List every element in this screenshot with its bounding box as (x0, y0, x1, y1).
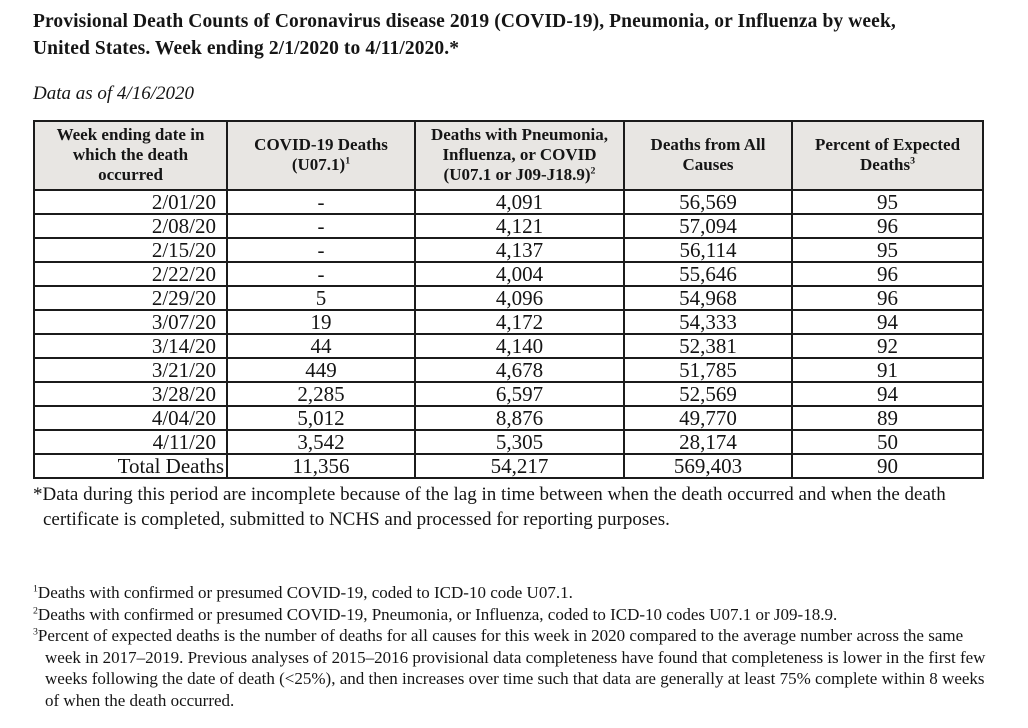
table-row: 2/29/20 5 4,096 54,968 96 (33, 285, 984, 311)
cell-week: 3/14/20 (33, 333, 228, 359)
cell-all_causes_deaths: 51,785 (623, 357, 793, 383)
cell-week: Total Deaths (33, 453, 228, 479)
cell-pneumonia_influenza_covid_deaths: 4,678 (414, 357, 625, 383)
cell-percent_expected_deaths: 95 (791, 189, 984, 215)
data-as-of-line: Data as of 4/16/2020 (33, 83, 194, 104)
footnote-1: 1Deaths with confirmed or presumed COVID… (33, 583, 573, 602)
table-row: 2/15/20-4,137 56,114 95 (33, 237, 984, 263)
table-footnote-star: *Data during this period are incomplete … (33, 482, 991, 532)
cell-all_causes_deaths: 56,114 (623, 237, 793, 263)
cell-all_causes_deaths: 54,968 (623, 285, 793, 311)
cell-percent_expected_deaths: 91 (791, 357, 984, 383)
footnote-marker: 2 (590, 165, 596, 177)
cell-week: 3/28/20 (33, 381, 228, 407)
column-header-all_causes_deaths: Deaths from All Causes (623, 120, 793, 191)
footnote-star-marker: * (33, 484, 43, 505)
cell-all_causes_deaths: 52,381 (623, 333, 793, 359)
cell-week: 2/01/20 (33, 189, 228, 215)
cell-week: 4/04/20 (33, 405, 228, 431)
table-row: 3/21/20 449 4,678 51,785 91 (33, 357, 984, 383)
footnote-marker: 2 (33, 604, 38, 616)
table-row: 3/28/20 2,285 6,597 52,569 94 (33, 381, 984, 407)
cell-pneumonia_influenza_covid_deaths: 54,217 (414, 453, 625, 479)
footnote-2: 2Deaths with confirmed or presumed COVID… (33, 604, 838, 624)
cell-percent_expected_deaths: 95 (791, 237, 984, 263)
cell-week: 2/29/20 (33, 285, 228, 311)
cell-pneumonia_influenza_covid_deaths: 6,597 (414, 381, 625, 407)
cell-covid_deaths: 2,285 (226, 381, 416, 407)
cell-pneumonia_influenza_covid_deaths: 4,121 (414, 213, 625, 239)
cell-percent_expected_deaths: 96 (791, 261, 984, 287)
table-row: 2/01/20-4,091 56,569 95 (33, 189, 984, 215)
cell-pneumonia_influenza_covid_deaths: 4,091 (414, 189, 625, 215)
table-header-row: Week ending date in which the death occurr… (33, 120, 984, 191)
table-row: 4/04/20 5,012 8,876 49,770 89 (33, 405, 984, 431)
cell-week: 4/11/20 (33, 429, 228, 455)
cell-pneumonia_influenza_covid_deaths: 4,004 (414, 261, 625, 287)
column-header-percent_expected_deaths: Percent of Expected Deaths3 (791, 120, 984, 191)
cell-week: 2/08/20 (33, 213, 228, 239)
cell-covid_deaths: 3,542 (226, 429, 416, 455)
table-row: 3/14/20 44 4,140 52,381 92 (33, 333, 984, 359)
cell-covid_deaths: - (226, 237, 416, 263)
cell-all_causes_deaths: 57,094 (623, 213, 793, 239)
table-row: 3/07/20 19 4,172 54,333 94 (33, 309, 984, 335)
cell-covid_deaths: 44 (226, 333, 416, 359)
cell-pneumonia_influenza_covid_deaths: 4,096 (414, 285, 625, 311)
cell-week: 3/21/20 (33, 357, 228, 383)
table-row: 2/22/20-4,004 55,646 96 (33, 261, 984, 287)
footnote-star-text: Data during this period are incomplete b… (42, 484, 946, 530)
cell-covid_deaths: 449 (226, 357, 416, 383)
cell-all_causes_deaths: 54,333 (623, 309, 793, 335)
page-title: Provisional Death Counts of Coronavirus … (33, 8, 998, 62)
cell-percent_expected_deaths: 96 (791, 285, 984, 311)
cell-covid_deaths: 11,356 (226, 453, 416, 479)
cell-week: 2/15/20 (33, 237, 228, 263)
cell-week: 3/07/20 (33, 309, 228, 335)
footnote-marker: 3 (33, 626, 38, 638)
death-counts-table: Week ending date in which the death occurr… (33, 120, 984, 479)
cell-covid_deaths: 5 (226, 285, 416, 311)
table-row: 4/11/20 3,542 5,305 28,174 50 (33, 429, 984, 455)
cell-all_causes_deaths: 569,403 (623, 453, 793, 479)
cell-percent_expected_deaths: 94 (791, 309, 984, 335)
column-header-week: Week ending date in which the death occurr… (33, 120, 228, 191)
cell-all_causes_deaths: 52,569 (623, 381, 793, 407)
cell-pneumonia_influenza_covid_deaths: 8,876 (414, 405, 625, 431)
cell-pneumonia_influenza_covid_deaths: 5,305 (414, 429, 625, 455)
table-row: 2/08/20-4,121 57,094 96 (33, 213, 984, 239)
cell-pneumonia_influenza_covid_deaths: 4,172 (414, 309, 625, 335)
cell-percent_expected_deaths: 96 (791, 213, 984, 239)
cell-covid_deaths: - (226, 213, 416, 239)
cell-percent_expected_deaths: 90 (791, 453, 984, 479)
cell-all_causes_deaths: 49,770 (623, 405, 793, 431)
footnote-marker: 1 (33, 583, 38, 595)
cell-covid_deaths: - (226, 189, 416, 215)
cell-covid_deaths: 5,012 (226, 405, 416, 431)
cell-week: 2/22/20 (33, 261, 228, 287)
cell-pneumonia_influenza_covid_deaths: 4,137 (414, 237, 625, 263)
cell-percent_expected_deaths: 92 (791, 333, 984, 359)
page-title-line: United States. Week ending 2/1/2020 to 4… (33, 38, 460, 59)
cell-pneumonia_influenza_covid_deaths: 4,140 (414, 333, 625, 359)
footnote-3: 3Percent of expected deaths is the numbe… (33, 626, 986, 710)
numbered-footnotes: 1Deaths with confirmed or presumed COVID… (33, 582, 1001, 711)
cell-all_causes_deaths: 28,174 (623, 429, 793, 455)
cell-covid_deaths: - (226, 261, 416, 287)
footnote-marker: 3 (910, 155, 915, 167)
document-page: Provisional Death Counts of Coronavirus … (33, 8, 1001, 711)
cell-all_causes_deaths: 55,646 (623, 261, 793, 287)
column-header-covid_deaths: COVID-19 Deaths (U07.1)1 (226, 120, 416, 191)
column-header-pneumonia_influenza_covid_deaths: Deaths with Pneumonia, Influenza, or COVI… (414, 120, 625, 191)
total-row: Total Deaths 11,356 54,217 569,403 90 (33, 453, 984, 479)
cell-covid_deaths: 19 (226, 309, 416, 335)
cell-percent_expected_deaths: 94 (791, 381, 984, 407)
page-title-line: Provisional Death Counts of Coronavirus … (33, 11, 896, 32)
table-body: 2/01/20-4,091 56,569 95 2/08/20-4,121 57,094… (33, 189, 984, 479)
cell-percent_expected_deaths: 89 (791, 405, 984, 431)
cell-all_causes_deaths: 56,569 (623, 189, 793, 215)
footnote-marker: 1 (345, 155, 351, 167)
cell-percent_expected_deaths: 50 (791, 429, 984, 455)
